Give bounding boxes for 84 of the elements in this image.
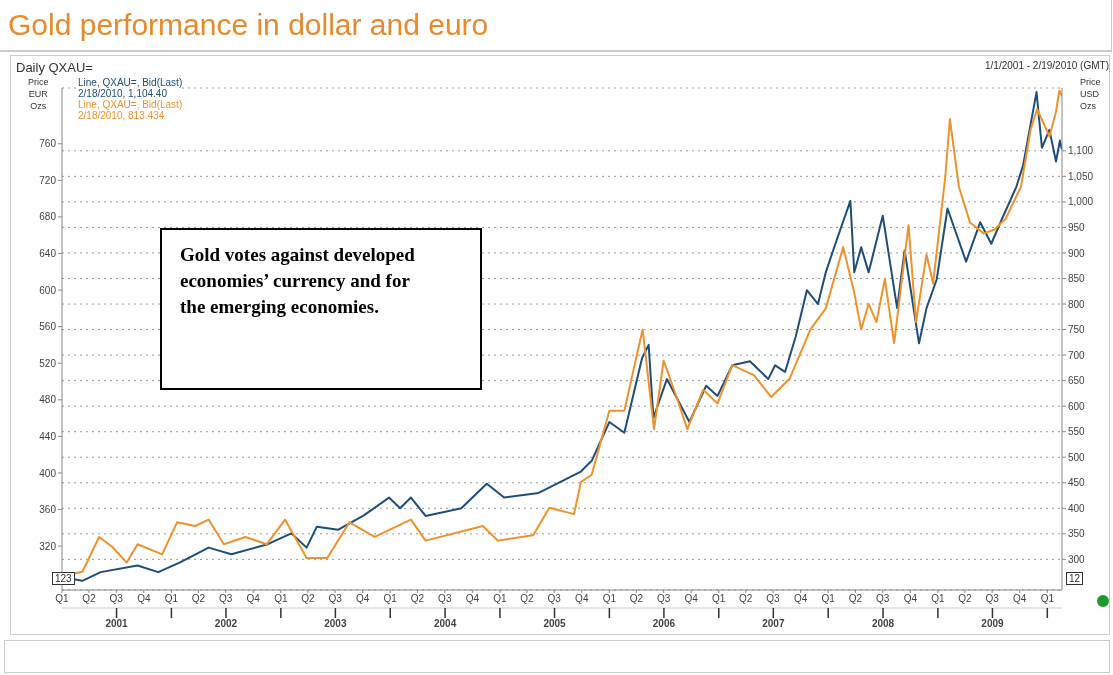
- x-tick-label: Q4: [246, 593, 261, 605]
- x-tick-label: Q2: [520, 593, 535, 605]
- x-tick-label: Q1: [383, 593, 398, 605]
- y2-tick-label: 550: [1068, 426, 1086, 438]
- x-tick-label: Q2: [410, 593, 425, 605]
- x-tick-label: Q4: [355, 593, 370, 605]
- x-tick-label: Q4: [793, 593, 808, 605]
- x2-tick-label: 2004: [433, 618, 457, 630]
- y-tick-label: 560: [39, 321, 57, 333]
- x-tick-label: Q1: [602, 593, 617, 605]
- x2-tick-label: 2002: [214, 618, 238, 630]
- chart-subtitle: Daily QXAU=: [16, 60, 93, 75]
- y2-tick-label: 1,000: [1068, 196, 1094, 208]
- x-tick-label: Q3: [547, 593, 562, 605]
- x-tick-label: Q4: [465, 593, 480, 605]
- x-tick-label: Q4: [684, 593, 699, 605]
- y-tick-label: 320: [39, 540, 57, 552]
- y2-tick-label: 850: [1068, 273, 1086, 285]
- y-tick-label: 360: [39, 504, 57, 516]
- x-tick-label: Q3: [876, 593, 890, 605]
- x2-tick-label: 2009: [981, 618, 1005, 630]
- y-axis-title: Price EUR Ozs: [28, 76, 49, 112]
- y2-tick-label: 900: [1068, 247, 1086, 259]
- x-tick-label: Q1: [1040, 593, 1055, 605]
- annotation: Gold votes against developed economies’ currency and for the emerging economies.: [180, 243, 416, 319]
- y-tick-label: 400: [39, 467, 57, 479]
- y2-tick-label: 750: [1068, 324, 1086, 336]
- x2-tick-label: 2003: [324, 618, 347, 630]
- x-tick-label: Q4: [575, 593, 589, 605]
- x2-tick-label: 2006: [652, 618, 676, 630]
- x-tick-label: Q1: [493, 593, 508, 605]
- y2-tick-label: 800: [1068, 298, 1086, 310]
- y2-tick-label: 450: [1068, 477, 1086, 489]
- y-tick-label: 680: [39, 211, 57, 223]
- text: 12: [1066, 572, 1084, 585]
- y2-tick-label: 600: [1068, 400, 1086, 412]
- y-tick-label: 720: [39, 174, 57, 186]
- x-tick-label: Q3: [438, 593, 452, 605]
- x-tick-label: Q3: [219, 593, 233, 605]
- x-tick-label: Q3: [766, 593, 781, 605]
- chart-title: Gold performance in dollar and euro: [8, 8, 489, 42]
- y-tick-label: 640: [39, 248, 57, 260]
- text: Line, QXAU=, Bid(Last) 2/18/2010, 813.434: [78, 99, 183, 121]
- x-tick-label: Q2: [739, 593, 753, 605]
- x-tick-label: Q3: [109, 593, 124, 605]
- x-tick-label: Q2: [82, 593, 97, 605]
- y-tick-label: 520: [39, 357, 57, 369]
- x-tick-label: Q4: [903, 593, 918, 605]
- text: 1/1/2001 - 2/19/2010 (GMT): [985, 60, 1109, 71]
- x-tick-label: Q1: [274, 593, 288, 605]
- x2-tick-label: 2005: [543, 618, 567, 630]
- text: Line, QXAU=, Bid(Last) 2/18/2010, 1,104.40: [78, 77, 183, 99]
- y-tick-label: 480: [39, 394, 57, 406]
- x-tick-label: Q1: [821, 593, 836, 605]
- x-tick-label: Q3: [985, 593, 1000, 605]
- y2-tick-label: 350: [1068, 528, 1086, 540]
- x-tick-label: Q3: [328, 593, 343, 605]
- y-tick-label: 440: [39, 430, 57, 442]
- x2-tick-label: 2007: [762, 618, 785, 630]
- x-tick-label: Q2: [191, 593, 206, 605]
- x-tick-label: Q1: [55, 593, 70, 605]
- x-tick-label: Q1: [712, 593, 726, 605]
- x2-tick-label: 2001: [105, 618, 129, 630]
- x-tick-label: Q4: [1013, 593, 1027, 605]
- y-tick-label: 760: [39, 138, 57, 150]
- y2-tick-label: 700: [1068, 349, 1086, 361]
- x-tick-label: Q1: [164, 593, 179, 605]
- y2-tick-label: 500: [1068, 451, 1086, 463]
- y-tick-label: 600: [39, 284, 57, 296]
- x-tick-label: Q2: [958, 593, 972, 605]
- x2-tick-label: 2008: [871, 618, 895, 630]
- y2-tick-label: 1,050: [1068, 170, 1094, 182]
- y2-tick-label: 400: [1068, 502, 1086, 514]
- x-tick-label: Q3: [656, 593, 671, 605]
- y2-tick-label: 950: [1068, 221, 1086, 233]
- x-tick-label: Q2: [629, 593, 644, 605]
- y2-axis-title: Price USD Ozs: [1080, 76, 1101, 112]
- x-tick-label: Q2: [301, 593, 315, 605]
- x-tick-label: Q1: [931, 593, 946, 605]
- y2-tick-label: 1,100: [1068, 145, 1094, 157]
- y2-tick-label: 650: [1068, 375, 1086, 387]
- x-tick-label: Q4: [137, 593, 151, 605]
- x-tick-label: Q2: [848, 593, 863, 605]
- y2-tick-label: 300: [1068, 553, 1086, 565]
